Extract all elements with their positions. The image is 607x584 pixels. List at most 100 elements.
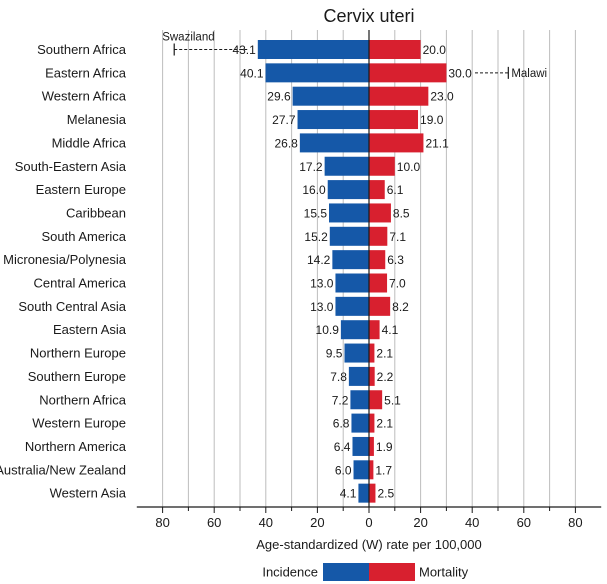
x-tick-label: 0 [365,515,372,530]
x-tick-label: 20 [413,515,427,530]
incidence-value-label: 6.0 [335,463,352,477]
mortality-value-label: 20.0 [423,43,447,57]
incidence-bar [358,483,369,503]
mortality-value-label: 2.1 [376,417,393,431]
annotation-label: Swaziland [162,32,214,44]
incidence-value-label: 9.5 [326,347,343,361]
mortality-bar [369,296,391,316]
incidence-value-label: 6.4 [334,440,351,454]
incidence-value-label: 16.0 [302,183,326,197]
incidence-value-label: 17.2 [299,160,323,174]
incidence-bar [352,436,369,456]
incidence-value-label: 4.1 [340,487,357,501]
legend: Incidence Mortality [262,563,469,581]
incidence-value-label: 13.0 [310,300,334,314]
mortality-bar [369,250,386,270]
category-label: Eastern Asia [53,322,127,337]
category-label: Middle Africa [52,135,127,150]
incidence-value-label: 27.7 [272,113,296,127]
mortality-value-label: 7.0 [389,277,406,291]
mortality-bar [369,86,429,106]
mortality-bar [369,436,374,456]
incidence-bar [335,296,369,316]
incidence-value-label: 15.5 [304,206,328,220]
mortality-bar [369,413,375,433]
incidence-value-label: 6.8 [333,417,350,431]
x-tick-label: 40 [259,515,273,530]
mortality-value-label: 8.2 [392,300,409,314]
x-tick-label: 60 [207,515,221,530]
mortality-bar [369,460,374,480]
legend-label-mortality: Mortality [419,565,469,580]
annotation-label: Malawi [511,68,547,80]
incidence-bar [353,460,369,480]
incidence-bar [292,86,369,106]
mortality-bar [369,273,388,293]
incidence-bar [351,413,369,433]
x-axis-title: Age-standardized (W) rate per 100,000 [256,537,481,552]
mortality-value-label: 7.1 [389,230,406,244]
incidence-bar [348,366,369,386]
category-label: South-Eastern Asia [15,159,127,174]
category-label: Australia/New Zealand [0,462,126,477]
incidence-bar [332,250,369,270]
category-label: Caribbean [66,205,126,220]
incidence-bar [327,180,369,200]
incidence-bar [335,273,369,293]
incidence-value-label: 15.2 [304,230,328,244]
category-label: Eastern Africa [45,65,127,80]
mortality-value-label: 19.0 [420,113,444,127]
incidence-value-label: 14.2 [307,253,331,267]
x-tick-label: 60 [517,515,531,530]
legend-swatch-incidence [323,563,369,581]
incidence-bar [344,343,369,363]
category-label: Northern Europe [30,346,126,361]
mortality-value-label: 2.5 [377,487,394,501]
mortality-bar [369,63,447,83]
incidence-value-label: 13.0 [310,277,334,291]
incidence-value-label: 7.8 [330,370,347,384]
x-tick-label: 80 [568,515,582,530]
incidence-bar [340,320,369,340]
mortality-bar [369,110,419,130]
incidence-bar [350,390,369,410]
x-tick-label: 80 [155,515,169,530]
category-label: Eastern Europe [36,182,126,197]
legend-swatch-mortality [369,563,415,581]
category-label: Southern Africa [37,42,127,57]
mortality-bar [369,366,375,386]
mortality-value-label: 4.1 [382,323,399,337]
category-label: Western Africa [42,89,127,104]
mortality-value-label: 30.0 [448,66,472,80]
mortality-bar [369,226,388,246]
category-label: Western Europe [32,416,126,431]
category-label: Western Asia [50,486,127,501]
mortality-bar [369,343,375,363]
incidence-bar [299,133,369,153]
incidence-bar [297,110,369,130]
mortality-value-label: 5.1 [384,393,401,407]
category-label: South Central Asia [18,299,126,314]
mortality-value-label: 21.1 [425,136,449,150]
category-label: Northern America [25,439,127,454]
mortality-bar [369,180,385,200]
incidence-value-label: 26.8 [274,136,298,150]
category-label: South America [41,229,126,244]
incidence-bar [265,63,369,83]
incidence-value-label: 40.1 [240,66,264,80]
category-label: Central America [34,276,127,291]
mortality-value-label: 6.1 [387,183,404,197]
mortality-value-label: 23.0 [430,90,454,104]
incidence-value-label: 10.9 [316,323,340,337]
incidence-bar [324,156,369,176]
category-label: Southern Europe [28,369,126,384]
incidence-bar [329,203,369,223]
incidence-value-label: 7.2 [332,393,349,407]
category-label: Northern Africa [39,392,126,407]
incidence-bar [257,40,369,59]
x-tick-label: 20 [310,515,324,530]
mortality-bar [369,320,380,340]
mortality-bar [369,156,395,176]
chart-title: Cervix uteri [323,6,414,26]
